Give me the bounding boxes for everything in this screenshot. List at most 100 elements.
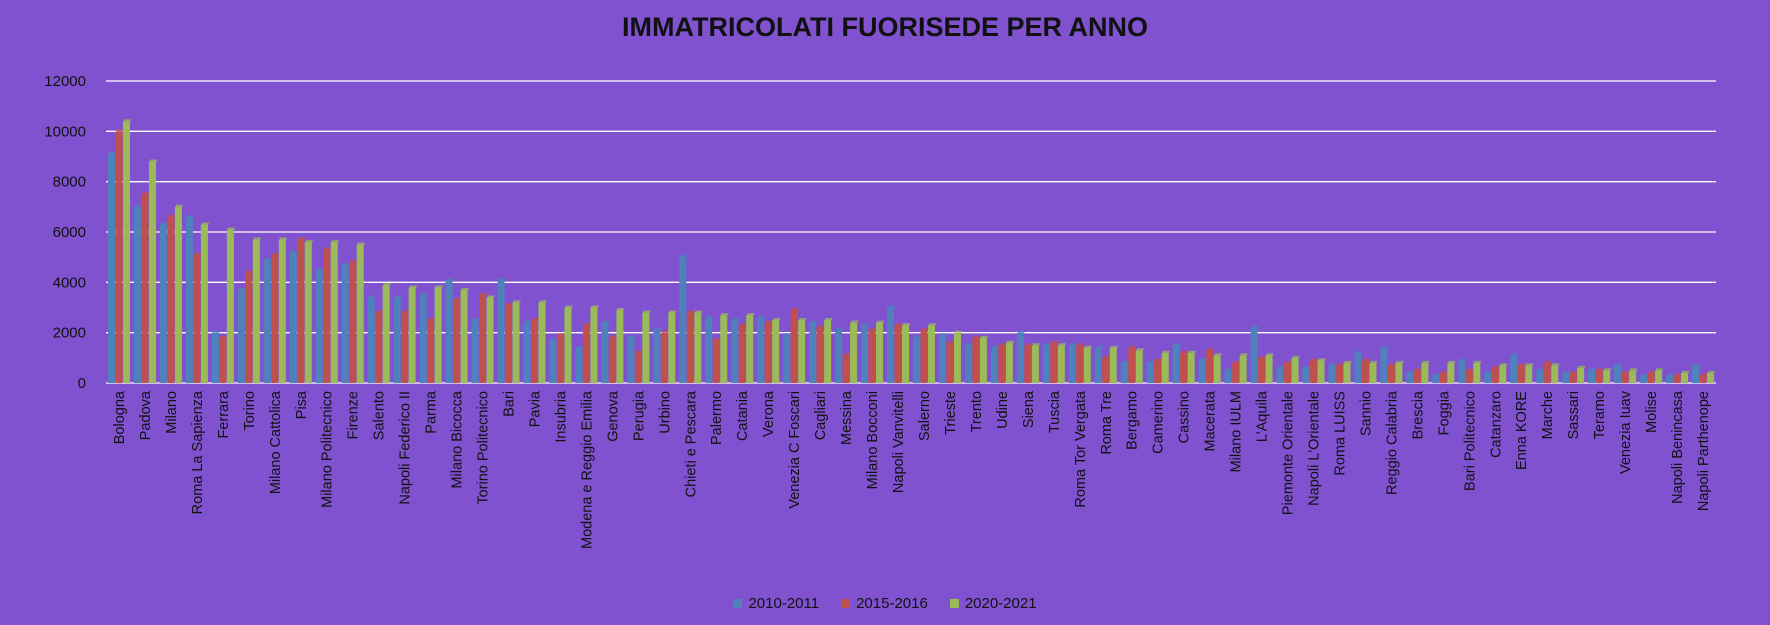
bar-top-edge — [1693, 363, 1701, 366]
bar-top-edge — [1006, 340, 1014, 343]
x-tick-label: Milano IULM — [1229, 391, 1245, 472]
bar-top-edge — [227, 227, 235, 230]
bar-2015-2016 — [1284, 362, 1292, 383]
x-tick-label: Napoli L'Orientale — [1307, 391, 1323, 506]
bar-2020-2021 — [979, 337, 987, 383]
bar-2020-2021 — [927, 325, 935, 383]
bar-top-edge — [1285, 360, 1293, 363]
bar-top-edge — [1708, 370, 1716, 373]
bar-2015-2016 — [1232, 362, 1240, 383]
x-tick-label: Insubria — [553, 390, 569, 443]
bar-top-edge — [706, 315, 714, 318]
bar-2015-2016 — [1258, 357, 1266, 383]
bar-2015-2016 — [894, 325, 902, 383]
x-tick-label: Venezia C Foscari — [787, 391, 803, 509]
bar-top-edge — [1136, 348, 1144, 351]
bar-top-edge — [1474, 360, 1482, 363]
bar-top-edge — [194, 252, 202, 255]
bar-top-edge — [877, 320, 885, 323]
bar-top-edge — [1674, 373, 1682, 376]
x-tick-label: Napoli Vanvitelli — [891, 391, 907, 493]
x-tick-label: Palermo — [709, 391, 725, 445]
bar-2010-2011 — [1614, 365, 1622, 383]
x-tick-label: Reggio Calabria — [1384, 390, 1400, 495]
x-tick-label: Bergamo — [1125, 391, 1141, 450]
x-tick-label: Salento — [372, 391, 388, 440]
x-tick-label: Venezia Iuav — [1618, 390, 1634, 474]
bar-2015-2016 — [998, 345, 1006, 383]
bar-top-edge — [350, 260, 358, 263]
x-tick-label: Milano Cattolica — [268, 390, 284, 494]
bar-top-edge — [1207, 348, 1215, 351]
bar-top-edge — [1500, 363, 1508, 366]
bar-top-edge — [186, 214, 194, 217]
bar-2020-2021 — [668, 312, 676, 383]
bar-2020-2021 — [1473, 362, 1481, 383]
bar-2010-2011 — [1588, 370, 1596, 383]
bar-top-edge — [513, 300, 521, 303]
bar-2010-2011 — [783, 335, 791, 383]
x-tick-label: Torino Politecnico — [476, 391, 492, 505]
bar-2015-2016 — [1569, 372, 1577, 383]
bar-2020-2021 — [148, 161, 156, 383]
bar-2020-2021 — [512, 302, 520, 383]
bar-2015-2016 — [1180, 352, 1188, 383]
bar-top-edge — [687, 310, 695, 313]
x-tick-label: Brescia — [1410, 390, 1426, 439]
bar-top-edge — [576, 345, 584, 348]
bar-2010-2011 — [1120, 362, 1128, 383]
bar-top-edge — [435, 285, 443, 288]
bar-2020-2021 — [953, 332, 961, 383]
x-tick-label: Padova — [138, 390, 154, 440]
x-tick-label: Parma — [424, 390, 440, 434]
bar-top-edge — [921, 328, 929, 331]
bar-2020-2021 — [1655, 370, 1663, 383]
bar-2010-2011 — [211, 332, 219, 383]
bar-top-edge — [531, 318, 539, 321]
bar-2010-2011 — [938, 335, 946, 383]
bar-2010-2011 — [289, 252, 297, 383]
bar-top-edge — [825, 318, 833, 321]
bar-2010-2011 — [912, 337, 920, 383]
bar-top-edge — [1069, 343, 1077, 346]
bar-2020-2021 — [434, 287, 442, 383]
x-tick-label: Trieste — [943, 391, 959, 435]
bar-2020-2021 — [1447, 362, 1455, 383]
bar-2015-2016 — [115, 131, 123, 383]
x-axis-ticks: Bologna Padova Milano Roma La Sapienza Ferra… — [112, 390, 1712, 549]
bar-top-edge — [784, 333, 792, 336]
bar-top-edge — [851, 320, 859, 323]
bar-top-edge — [591, 305, 599, 308]
bar-top-edge — [1077, 343, 1085, 346]
chart-title: IMMATRICOLATI FUORISEDE PER ANNO — [622, 12, 1148, 42]
bar-top-edge — [428, 318, 436, 321]
bar-2010-2011 — [1406, 372, 1414, 383]
x-tick-label: Camerino — [1151, 391, 1167, 454]
bar-2015-2016 — [1699, 375, 1707, 383]
bar-top-edge — [765, 320, 773, 323]
legend-item: 2015-2016 — [841, 595, 928, 612]
bar-top-edge — [472, 318, 480, 321]
x-tick-label: Firenze — [346, 391, 362, 439]
bar-top-edge — [1596, 368, 1604, 371]
bar-2020-2021 — [1005, 342, 1013, 383]
bar-top-edge — [454, 297, 462, 300]
bar-2015-2016 — [712, 340, 720, 383]
bar-top-edge — [1240, 353, 1248, 356]
bar-top-edge — [1433, 373, 1441, 376]
bar-2015-2016 — [323, 249, 331, 383]
bar-top-edge — [116, 129, 124, 132]
bar-2015-2016 — [842, 355, 850, 383]
x-tick-label: Sannio — [1358, 391, 1374, 436]
bar-2020-2021 — [876, 322, 884, 383]
bar-top-edge — [480, 292, 488, 295]
bar-2010-2011 — [1328, 365, 1336, 383]
bar-2010-2011 — [237, 289, 245, 383]
bar-top-edge — [1526, 363, 1534, 366]
bar-top-edge — [1214, 353, 1222, 356]
bar-2015-2016 — [790, 310, 798, 383]
bar-2020-2021 — [1707, 372, 1715, 383]
bar-top-edge — [1110, 345, 1118, 348]
bar-2010-2011 — [445, 279, 453, 383]
x-tick-label: Catanzaro — [1488, 391, 1504, 458]
